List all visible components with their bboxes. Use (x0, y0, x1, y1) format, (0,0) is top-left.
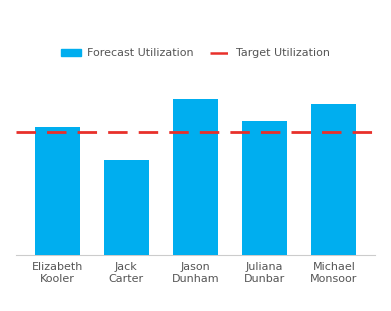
Legend: Forecast Utilization, Target Utilization: Forecast Utilization, Target Utilization (57, 44, 334, 63)
Bar (104, 160, 149, 255)
Bar (35, 127, 80, 255)
Bar (311, 104, 356, 255)
Bar (173, 99, 218, 255)
Bar (242, 121, 287, 255)
